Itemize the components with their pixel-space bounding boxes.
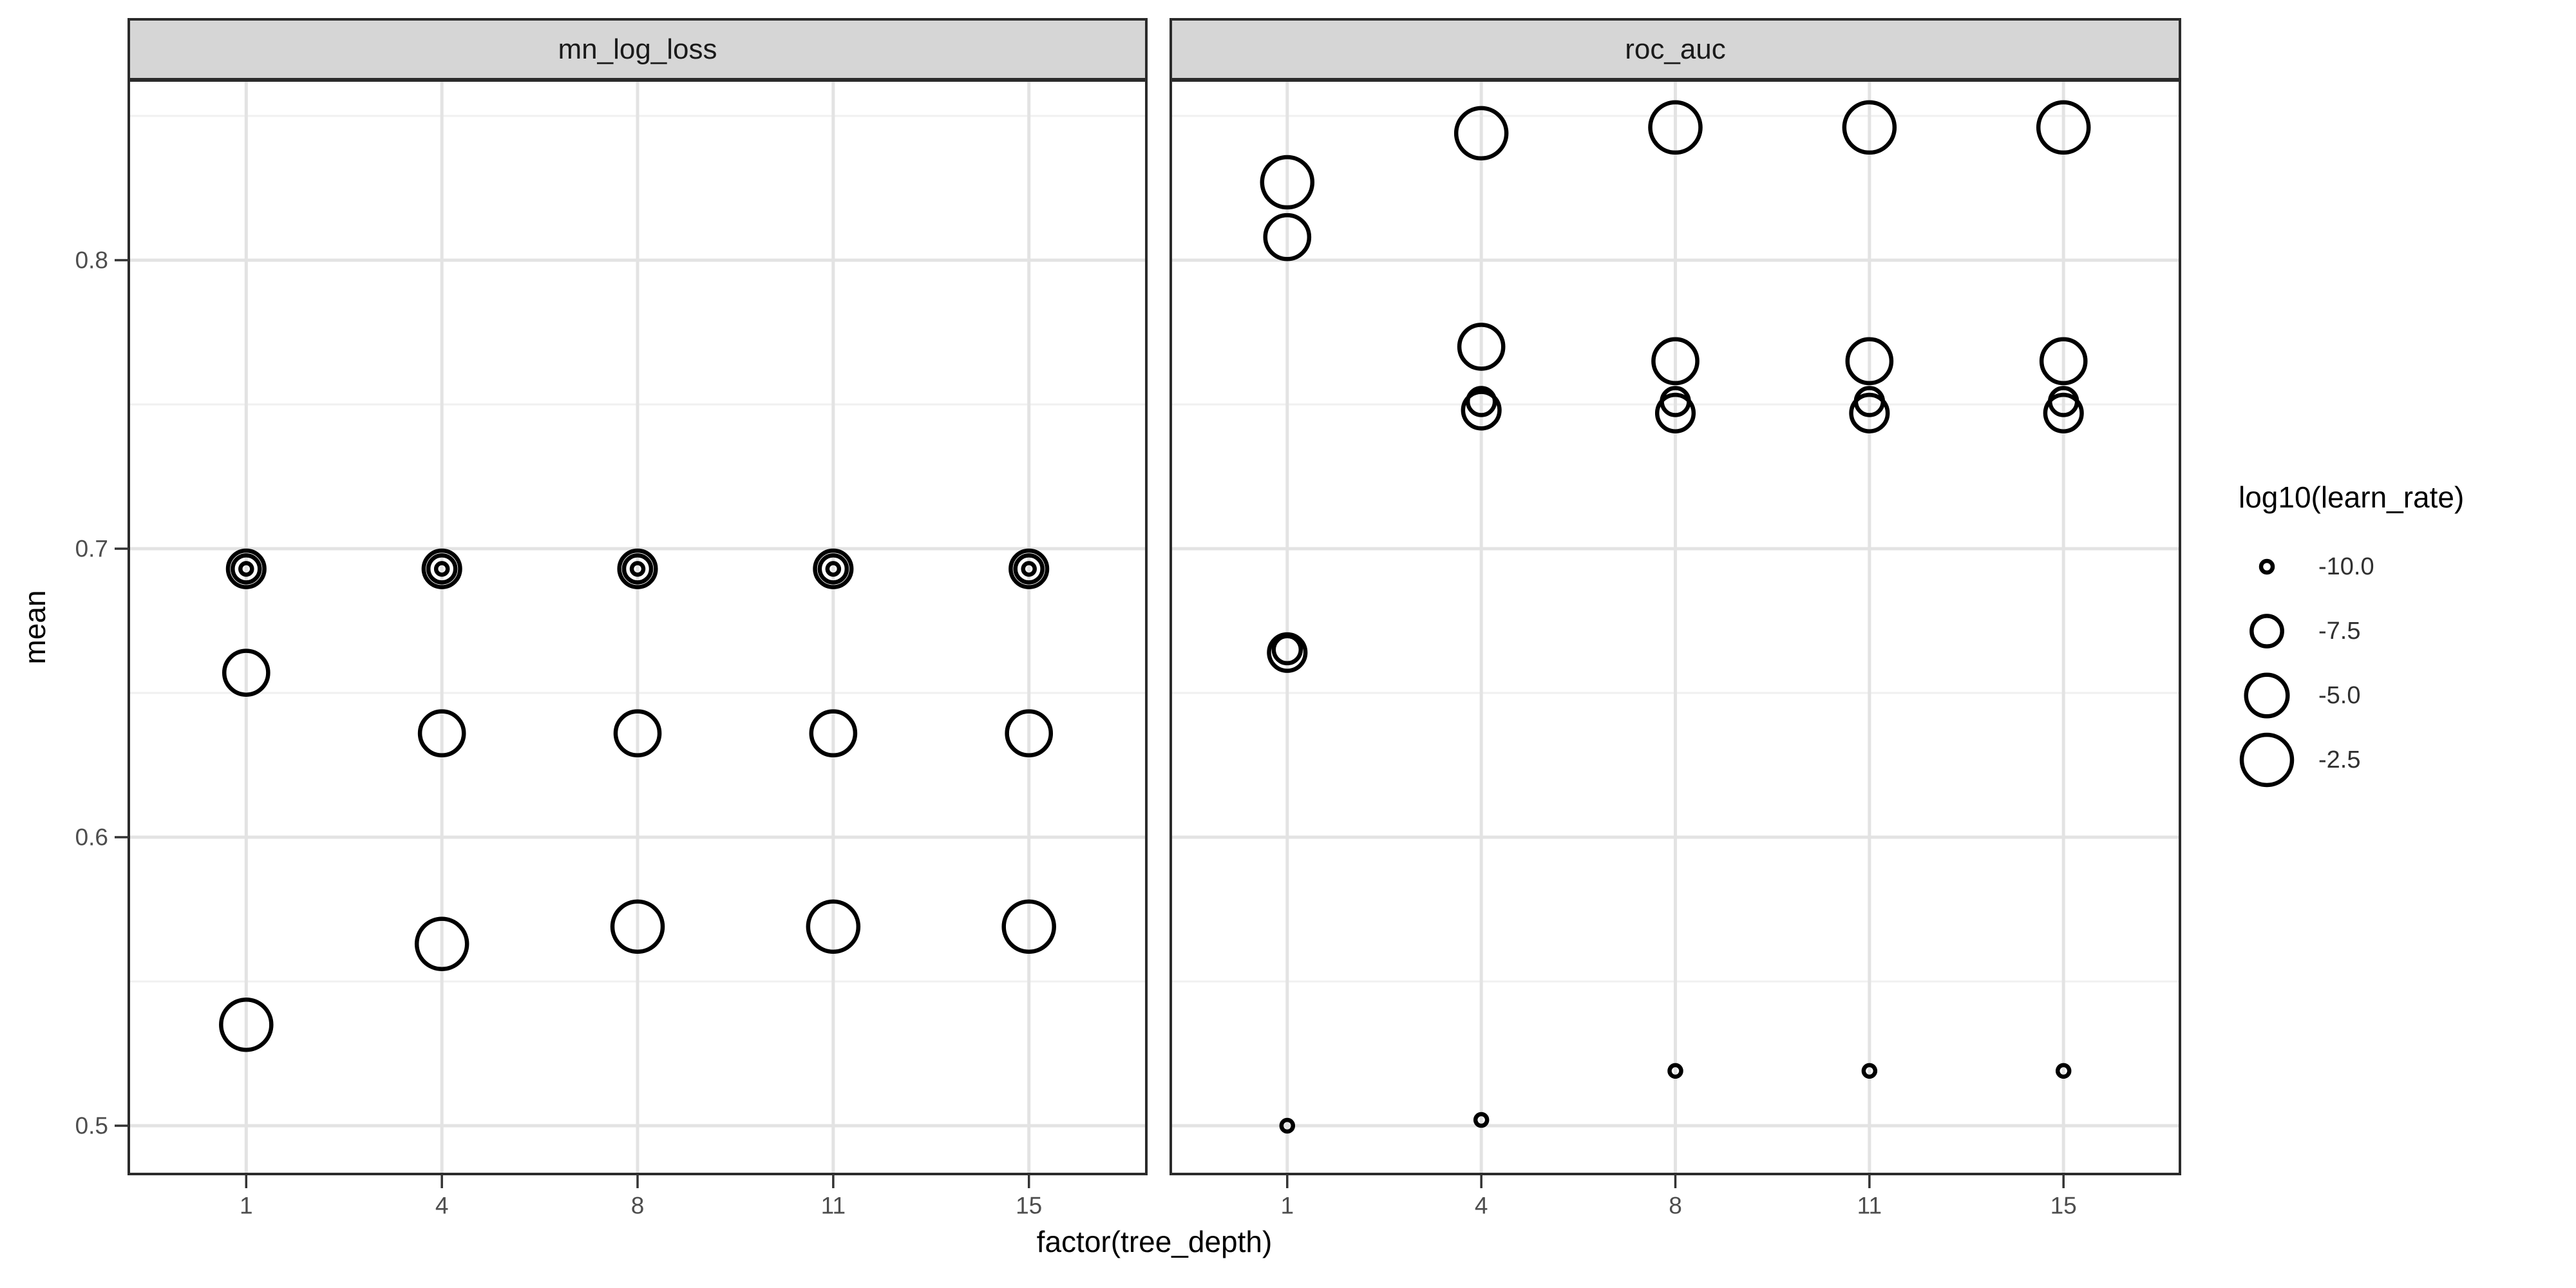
- data-point: [825, 561, 842, 577]
- x-tick-label: 15: [1016, 1193, 1042, 1219]
- y-tick-label: 0.6: [75, 824, 108, 851]
- data-point: [1660, 386, 1691, 417]
- legend-entry-label: -10.0: [2318, 553, 2374, 580]
- data-point: [613, 709, 662, 758]
- data-point: [417, 709, 466, 758]
- x-tick-label: 1: [1281, 1193, 1294, 1219]
- data-point: [1021, 561, 1037, 577]
- data-point: [813, 548, 854, 589]
- facet-strip-label: roc_auc: [1625, 33, 1726, 65]
- y-tick-label: 0.5: [75, 1113, 108, 1139]
- data-point: [1260, 155, 1315, 210]
- data-point: [1001, 899, 1056, 954]
- data-point: [238, 561, 254, 577]
- data-point: [1849, 392, 1890, 433]
- data-point: [1651, 337, 1700, 386]
- data-point: [621, 553, 654, 585]
- x-tick-label: 11: [821, 1193, 846, 1219]
- data-point: [421, 548, 462, 589]
- legend-key-circle: [2259, 558, 2275, 575]
- data-point: [1648, 100, 1703, 155]
- data-point: [617, 548, 658, 589]
- data-point: [1271, 634, 1303, 666]
- data-point: [414, 916, 469, 972]
- data-point: [1654, 392, 1696, 433]
- data-point: [1861, 1063, 1878, 1079]
- x-tick-label: 8: [1669, 1193, 1682, 1219]
- data-point: [1454, 106, 1509, 161]
- data-point: [426, 553, 458, 585]
- legend-title: log10(learn_rate): [2239, 480, 2464, 514]
- y-tick-label: 0.8: [75, 247, 108, 274]
- facet-strip: [128, 18, 1148, 80]
- data-point: [1465, 386, 1497, 417]
- data-point: [433, 561, 450, 577]
- x-tick-label: 11: [1857, 1193, 1882, 1219]
- x-tick-label: 8: [631, 1193, 645, 1219]
- data-point: [225, 548, 267, 589]
- data-point: [809, 709, 858, 758]
- data-point: [817, 553, 849, 585]
- data-point: [1473, 1112, 1490, 1128]
- facet-strip-label: mn_log_loss: [558, 33, 717, 65]
- x-tick-label: 4: [1475, 1193, 1488, 1219]
- x-tick-label: 4: [435, 1193, 449, 1219]
- legend-entry-label: -2.5: [2318, 746, 2360, 773]
- data-point: [806, 899, 861, 954]
- data-point: [2039, 337, 2088, 386]
- facet-strip: [1170, 18, 2181, 80]
- data-point: [1009, 548, 1050, 589]
- data-point: [2043, 392, 2084, 433]
- data-point: [231, 553, 262, 585]
- data-point: [1457, 323, 1506, 371]
- data-point: [222, 649, 270, 697]
- data-point: [2055, 1063, 2072, 1079]
- legend-key-circle: [2244, 672, 2290, 719]
- data-point: [1845, 337, 1894, 386]
- data-point: [1013, 553, 1045, 585]
- legend-entry-label: -5.0: [2318, 682, 2360, 709]
- legend-key-circle: [2249, 614, 2284, 649]
- y-tick-label: 0.7: [75, 536, 108, 562]
- x-tick-label: 1: [240, 1193, 253, 1219]
- data-point: [610, 899, 665, 954]
- data-point: [1279, 1117, 1296, 1134]
- y-axis-title: mean: [18, 590, 52, 664]
- legend-key-circle: [2239, 732, 2295, 788]
- data-point: [1842, 100, 1897, 155]
- data-point: [2036, 100, 2091, 155]
- data-point: [1667, 1063, 1683, 1079]
- data-point: [1263, 213, 1312, 261]
- legend-entry-label: -7.5: [2318, 618, 2360, 645]
- data-point: [1005, 709, 1054, 758]
- x-axis-title: factor(tree_depth): [1037, 1225, 1273, 1258]
- x-tick-label: 15: [2050, 1193, 2077, 1219]
- data-point: [2047, 386, 2079, 417]
- data-point: [219, 997, 274, 1052]
- data-point: [629, 561, 646, 577]
- data-point: [1853, 386, 1886, 417]
- data-point: [1461, 390, 1502, 431]
